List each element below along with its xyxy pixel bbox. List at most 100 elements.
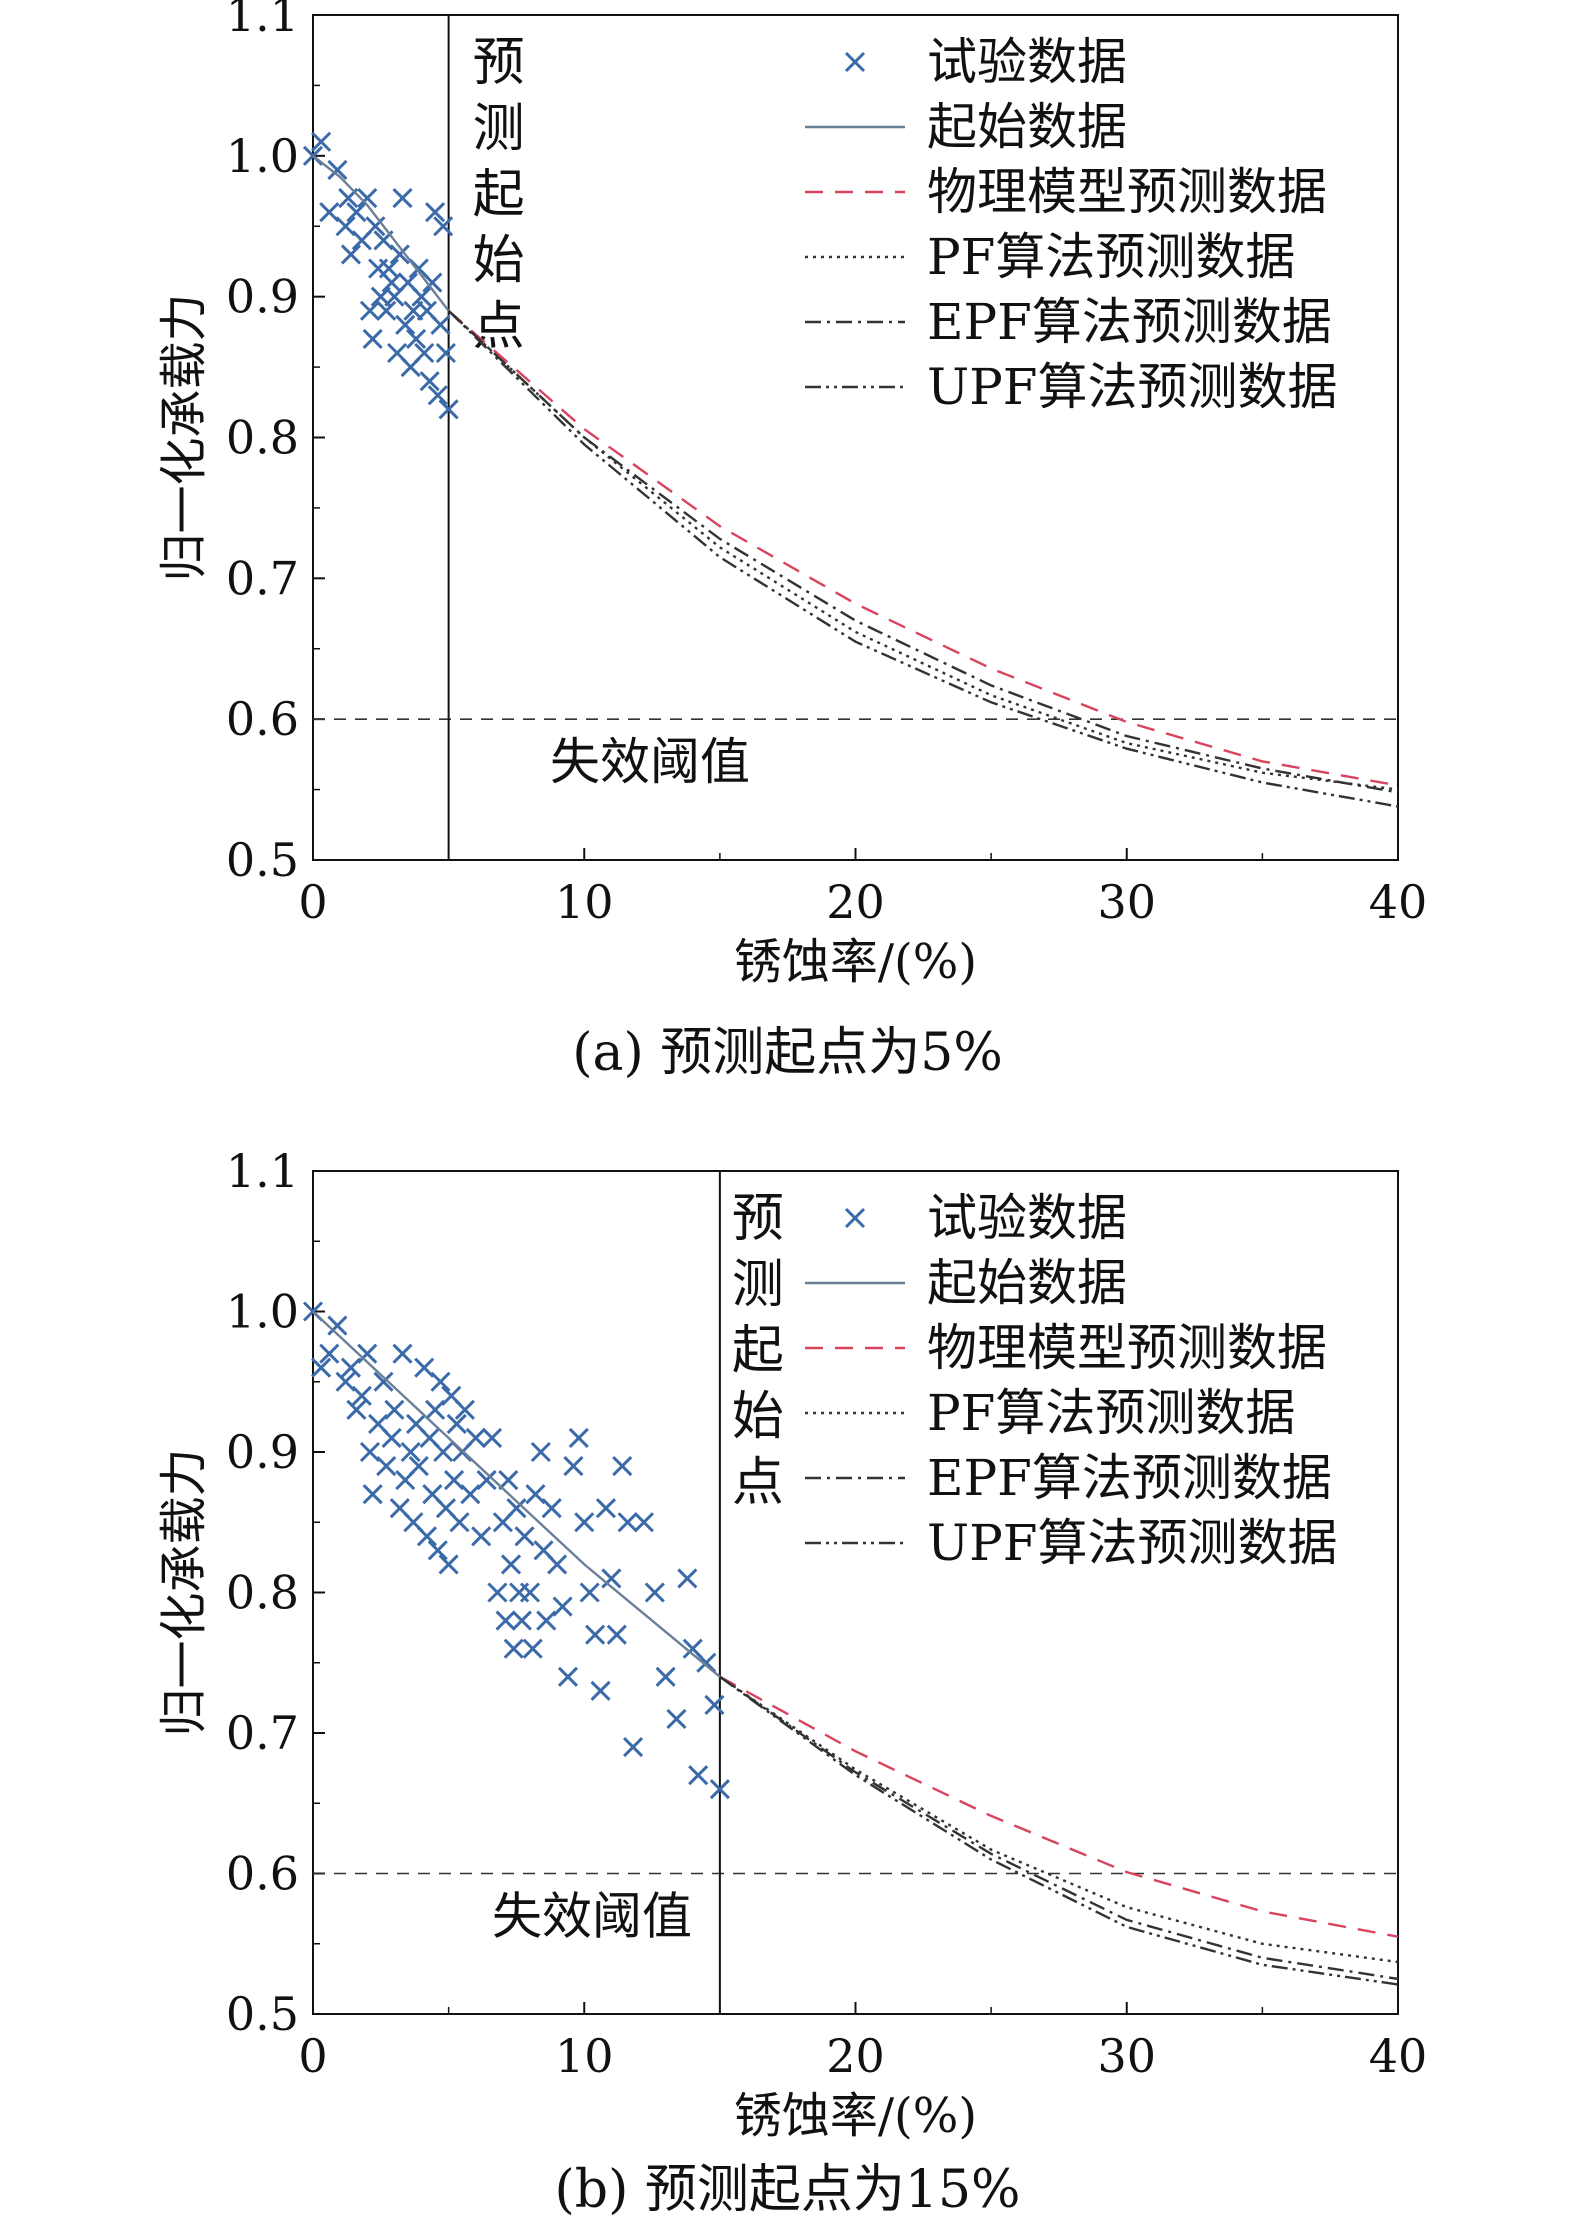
scatter-point-stroke — [519, 1582, 541, 1603]
scatter-point-stroke — [612, 1455, 633, 1477]
scatter-point — [419, 371, 440, 392]
scatter-point — [454, 1399, 475, 1420]
scatter-point-stroke — [677, 1568, 698, 1589]
scatter-point-stroke — [357, 1343, 378, 1364]
prediction-start-label-char: 始 — [732, 1387, 784, 1447]
scatter-point — [438, 1554, 459, 1575]
scatter-point-stroke — [419, 1427, 440, 1449]
scatter-point — [536, 1610, 557, 1631]
legend-label: PF算法预测数据 — [927, 1384, 1295, 1442]
scatter-point — [446, 1413, 467, 1434]
scatter-point-stroke — [579, 1582, 600, 1603]
scatter-point-stroke — [514, 1526, 535, 1547]
scatter-point-stroke — [530, 1441, 551, 1463]
scatter-point-stroke — [536, 1610, 557, 1631]
prediction-start-label-char: 点 — [473, 297, 525, 357]
scatter-point — [346, 202, 367, 223]
scatter-point — [568, 1427, 589, 1449]
scatter-point-stroke — [506, 1498, 527, 1519]
y-tick-label: 0.8 — [226, 411, 299, 465]
scatter-point-stroke — [340, 244, 362, 265]
scatter-point-stroke — [449, 1512, 470, 1533]
scatter-point-stroke — [503, 1638, 524, 1659]
scatter-point-stroke — [422, 1484, 443, 1505]
scatter-point-stroke — [422, 272, 443, 293]
scatter-point — [449, 1512, 470, 1533]
scatter-point-stroke — [525, 1484, 546, 1505]
scatter-point-stroke — [311, 131, 332, 152]
scatter-point-stroke — [351, 1385, 372, 1406]
scatter-point — [595, 1498, 617, 1519]
scatter-point — [351, 1385, 372, 1406]
scatter-point — [541, 1498, 562, 1519]
legend-label: 试验数据 — [927, 1189, 1127, 1247]
scatter-point — [357, 188, 378, 209]
scatter-point-stroke — [617, 1512, 638, 1533]
scatter-point — [579, 1582, 600, 1603]
scatter-point — [612, 1455, 633, 1477]
scatter-point-stroke — [357, 188, 378, 209]
scatter-point — [359, 1441, 381, 1463]
scatter-point-stroke — [430, 314, 451, 335]
scatter-point-stroke — [346, 1399, 367, 1420]
x-tick-label: 10 — [555, 875, 614, 929]
scatter-point — [414, 1357, 435, 1378]
scatter-point-stroke — [384, 1399, 405, 1420]
scatter-point — [547, 1554, 568, 1575]
series-line-3 — [719, 1675, 1399, 1964]
prediction-start-label-char: 预 — [732, 1189, 784, 1249]
scatter-point-stroke — [311, 1357, 332, 1378]
scatter-point — [427, 1540, 448, 1561]
y-tick-label: 0.9 — [226, 1425, 299, 1479]
scatter-point-stroke — [454, 1399, 475, 1420]
scatter-point-stroke — [414, 342, 435, 364]
scatter-point — [335, 216, 356, 237]
scatter-point — [346, 1399, 367, 1420]
scatter-point-stroke — [601, 1568, 622, 1589]
scatter-point — [585, 1624, 606, 1645]
scatter-point-stroke — [389, 1498, 410, 1519]
series-line-2 — [447, 309, 1399, 787]
legend-label: EPF算法预测数据 — [927, 1449, 1332, 1507]
scatter-point — [395, 314, 416, 335]
y-axis-label: 归一化承载力 — [156, 293, 212, 581]
scatter-point — [503, 1638, 524, 1659]
scatter-point-stroke — [495, 1610, 516, 1631]
y-tick-label: 1.0 — [226, 129, 299, 183]
scatter-point-stroke — [411, 286, 432, 307]
scatter-point — [362, 1484, 383, 1505]
legend-label: UPF算法预测数据 — [927, 358, 1337, 416]
scatter-point — [677, 1568, 698, 1589]
scatter-point — [425, 202, 446, 223]
scatter-point-stroke — [406, 328, 427, 349]
scatter-point — [590, 1680, 611, 1701]
y-tick-label: 0.7 — [226, 1706, 299, 1760]
scatter-point-stroke — [319, 202, 340, 223]
legend-label: 试验数据 — [927, 33, 1127, 91]
scatter-point — [487, 1582, 508, 1603]
scatter-point — [511, 1610, 532, 1631]
scatter-point — [688, 1765, 709, 1786]
scatter-point-stroke — [419, 371, 440, 392]
scatter-point-stroke — [368, 1413, 389, 1434]
threshold-label: 失效阈值 — [492, 1888, 692, 1946]
scatter-point — [365, 216, 386, 237]
scatter-point — [563, 1455, 584, 1477]
series-line-3 — [447, 309, 1399, 791]
scatter-point-stroke — [709, 1779, 730, 1800]
scatter-point — [433, 216, 454, 237]
scatter-point-stroke — [563, 1455, 584, 1477]
scatter-point — [381, 1427, 402, 1449]
prediction-start-label-char: 测 — [473, 99, 525, 159]
scatter-point — [606, 1624, 627, 1645]
x-tick-label: 20 — [826, 2029, 885, 2083]
scatter-point — [433, 1441, 454, 1463]
series-line-2 — [719, 1675, 1399, 1938]
series-line-1 — [312, 1310, 721, 1678]
scatter-point — [633, 1512, 654, 1533]
scatter-point-stroke — [522, 1638, 543, 1659]
x-tick-label: 40 — [1369, 875, 1428, 929]
scatter-point-stroke — [362, 328, 383, 349]
scatter-point — [319, 1343, 340, 1364]
scatter-point-stroke — [359, 1441, 381, 1463]
